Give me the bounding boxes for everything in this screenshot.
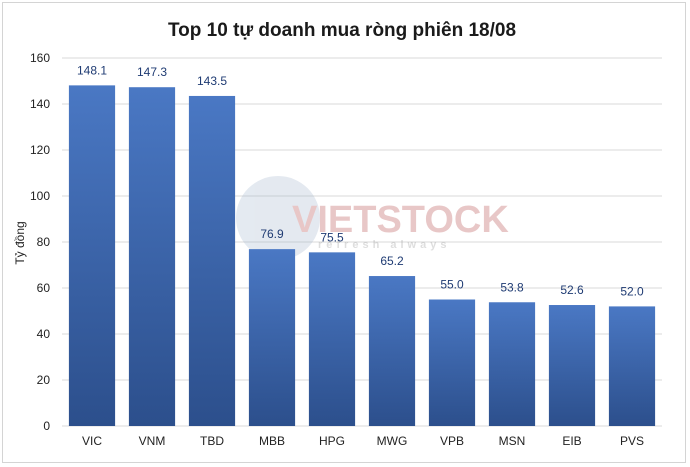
bar-eib xyxy=(548,305,596,426)
bar-pvs xyxy=(608,306,656,426)
x-tick-label: PVS xyxy=(620,434,644,448)
bar-msn xyxy=(488,302,536,426)
y-tick-label: 20 xyxy=(37,373,51,387)
y-tick-label: 60 xyxy=(37,281,51,295)
data-label: 76.9 xyxy=(260,227,284,241)
data-label: 53.8 xyxy=(500,280,524,294)
bar-mbb xyxy=(248,249,296,426)
data-label: 143.5 xyxy=(197,74,227,88)
x-tick-label: VNM xyxy=(139,434,166,448)
y-tick-label: 40 xyxy=(37,327,51,341)
bar-tbd xyxy=(188,95,236,426)
y-axis-tick-labels: 0 20 40 60 80 100 120 140 160 xyxy=(30,51,50,433)
bar-hpg xyxy=(308,252,356,426)
y-tick-label: 160 xyxy=(30,51,50,65)
x-tick-label: VPB xyxy=(440,434,464,448)
watermark-brand: VIETSTOCK xyxy=(292,199,509,241)
y-tick-label: 120 xyxy=(30,143,50,157)
data-label: 52.0 xyxy=(620,284,644,298)
x-tick-label: HPG xyxy=(319,434,345,448)
x-tick-label: VIC xyxy=(82,434,102,448)
y-tick-label: 80 xyxy=(37,235,51,249)
x-tick-label: TBD xyxy=(200,434,224,448)
data-label: 148.1 xyxy=(77,63,107,77)
data-label: 55.0 xyxy=(440,278,464,292)
x-tick-label: MWG xyxy=(377,434,408,448)
data-label: 147.3 xyxy=(137,65,167,79)
y-axis-label: Tỷ đồng xyxy=(13,221,27,264)
x-tick-label: EIB xyxy=(562,434,581,448)
bar-vpb xyxy=(428,299,476,426)
watermark-logo: VIETSTOCK refresh always xyxy=(236,176,509,260)
y-tick-label: 140 xyxy=(30,97,50,111)
watermark-tagline: refresh always xyxy=(318,239,450,251)
y-tick-label: 0 xyxy=(43,419,50,433)
data-label: 75.5 xyxy=(320,230,344,244)
data-label: 65.2 xyxy=(380,254,404,268)
bar-vnm xyxy=(128,87,176,427)
data-labels: 148.1 147.3 143.5 76.9 75.5 65.2 55.0 53.8 52.6 5… xyxy=(77,63,644,298)
bar-vic xyxy=(68,85,116,427)
x-tick-label: MSN xyxy=(499,434,526,448)
bar-mwg xyxy=(368,276,416,426)
data-label: 52.6 xyxy=(560,283,584,297)
y-tick-label: 100 xyxy=(30,189,50,203)
x-axis-tick-labels: VIC VNM TBD MBB HPG MWG VPB MSN EIB PVS xyxy=(82,434,644,448)
chart-title: Top 10 tự doanh mua ròng phiên 18/08 xyxy=(167,20,517,41)
bar-series xyxy=(68,85,656,427)
x-tick-label: MBB xyxy=(259,434,285,448)
